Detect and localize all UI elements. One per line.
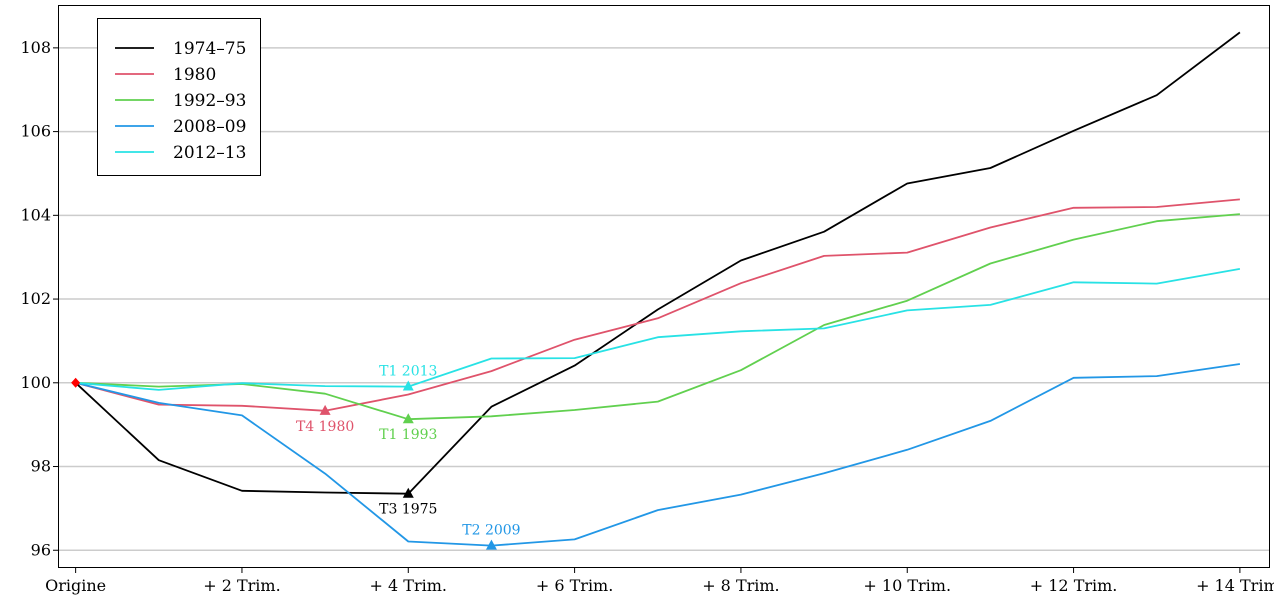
series-line-0 <box>74 31 1241 495</box>
legend-label: 2012–13 <box>173 143 246 163</box>
trough-label: T4 1980 <box>296 419 354 435</box>
legend-label: 1980 <box>173 65 216 85</box>
y-tick-label: 96 <box>31 540 51 559</box>
series-line-3 <box>75 363 1241 547</box>
trough-marker <box>402 380 414 391</box>
x-tick-label: + 10 Trim. <box>863 576 951 595</box>
axes: 96 98 100 102 104 106 108 Origine + 2 Trim. + 4 T… <box>20 38 1274 595</box>
legend-label: 1974–75 <box>173 39 246 59</box>
series-line-4 <box>75 268 1241 391</box>
plot-frame <box>58 5 1270 568</box>
x-tick-label: + 2 Trim. <box>203 576 280 595</box>
y-tick-label: 100 <box>20 373 51 392</box>
x-tick-label: + 8 Trim. <box>702 576 779 595</box>
y-tick-label: 108 <box>20 38 51 57</box>
y-tick-label: 102 <box>20 289 51 308</box>
trough-marker <box>402 487 414 498</box>
y-tick-label: 98 <box>31 457 51 476</box>
x-tick-label: + 4 Trim. <box>370 576 447 595</box>
trough-marker <box>402 413 414 424</box>
legend-label: 2008–09 <box>173 117 246 137</box>
series-line-1 <box>75 198 1240 412</box>
y-tick-label: 106 <box>20 122 51 141</box>
x-tick-label: + 12 Trim. <box>1030 576 1118 595</box>
origin-marker <box>71 377 81 388</box>
trough-marker <box>319 404 331 415</box>
x-tick-label: + 6 Trim. <box>536 576 613 595</box>
x-tick-label: + 14 Trim. <box>1196 576 1274 595</box>
markers: T3 1975 T4 1980 T1 1993 T2 2009 T1 2013 <box>71 364 521 550</box>
trough-label: T1 1993 <box>379 427 437 443</box>
legend-label: 1992–93 <box>173 91 246 111</box>
trough-label: T2 2009 <box>462 523 520 539</box>
x-tick-label: Origine <box>45 576 106 595</box>
trough-label: T3 1975 <box>379 502 437 518</box>
legend-box <box>97 18 261 176</box>
legend: 1974–75 1980 1992–93 2008–09 2012–13 <box>97 18 261 176</box>
series-lines <box>74 31 1241 547</box>
series-line-2 <box>75 213 1240 421</box>
trough-marker <box>485 539 497 550</box>
trough-label: T1 2013 <box>379 364 437 380</box>
y-tick-label: 104 <box>20 205 51 224</box>
